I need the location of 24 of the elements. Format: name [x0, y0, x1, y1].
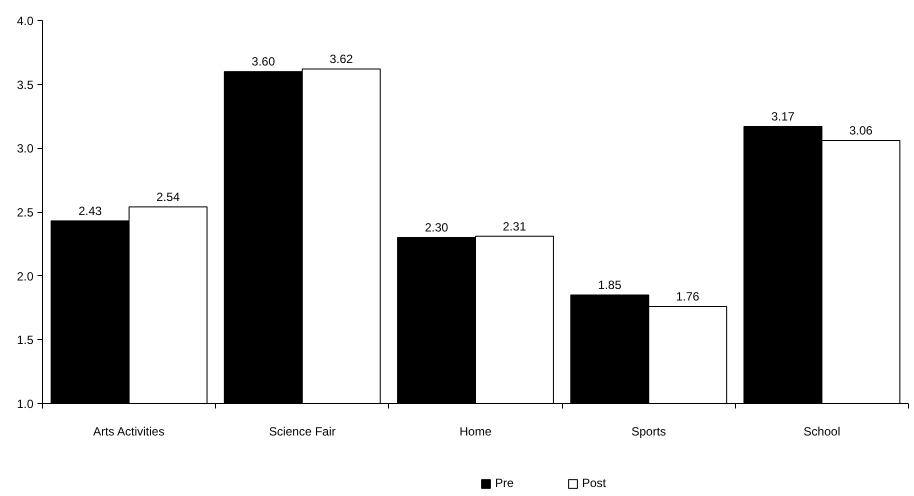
legend-label: Pre	[495, 476, 515, 490]
x-tick-label: Home	[459, 424, 492, 438]
x-tick-label: Arts Activities	[93, 424, 164, 438]
y-tick-label: 3.0	[16, 142, 34, 156]
x-tick-label: Science Fair	[268, 424, 336, 438]
data-label: 3.62	[330, 52, 354, 66]
data-label: 1.76	[676, 289, 700, 304]
y-tick-label: 4.0	[16, 14, 34, 28]
y-tick-label: 1.5	[16, 333, 34, 348]
data-label: 3.17	[771, 109, 795, 124]
x-tick-label: Sports	[631, 424, 666, 438]
y-tick-label: 2.5	[16, 206, 34, 220]
y-tick-label: 3.5	[16, 78, 34, 92]
y-tick-label: 2.0	[16, 269, 34, 284]
data-label: 2.30	[424, 220, 449, 235]
y-tick-label: 1.0	[16, 397, 34, 411]
data-label: 3.60	[252, 54, 276, 69]
data-label: 2.43	[78, 204, 102, 218]
data-label: 3.06	[849, 124, 873, 138]
data-label: 1.85	[598, 278, 622, 292]
x-tick-label: School	[804, 424, 840, 438]
data-label: 2.54	[156, 190, 180, 204]
legend-label: Post	[582, 476, 606, 490]
data-label: 2.31	[502, 219, 526, 234]
